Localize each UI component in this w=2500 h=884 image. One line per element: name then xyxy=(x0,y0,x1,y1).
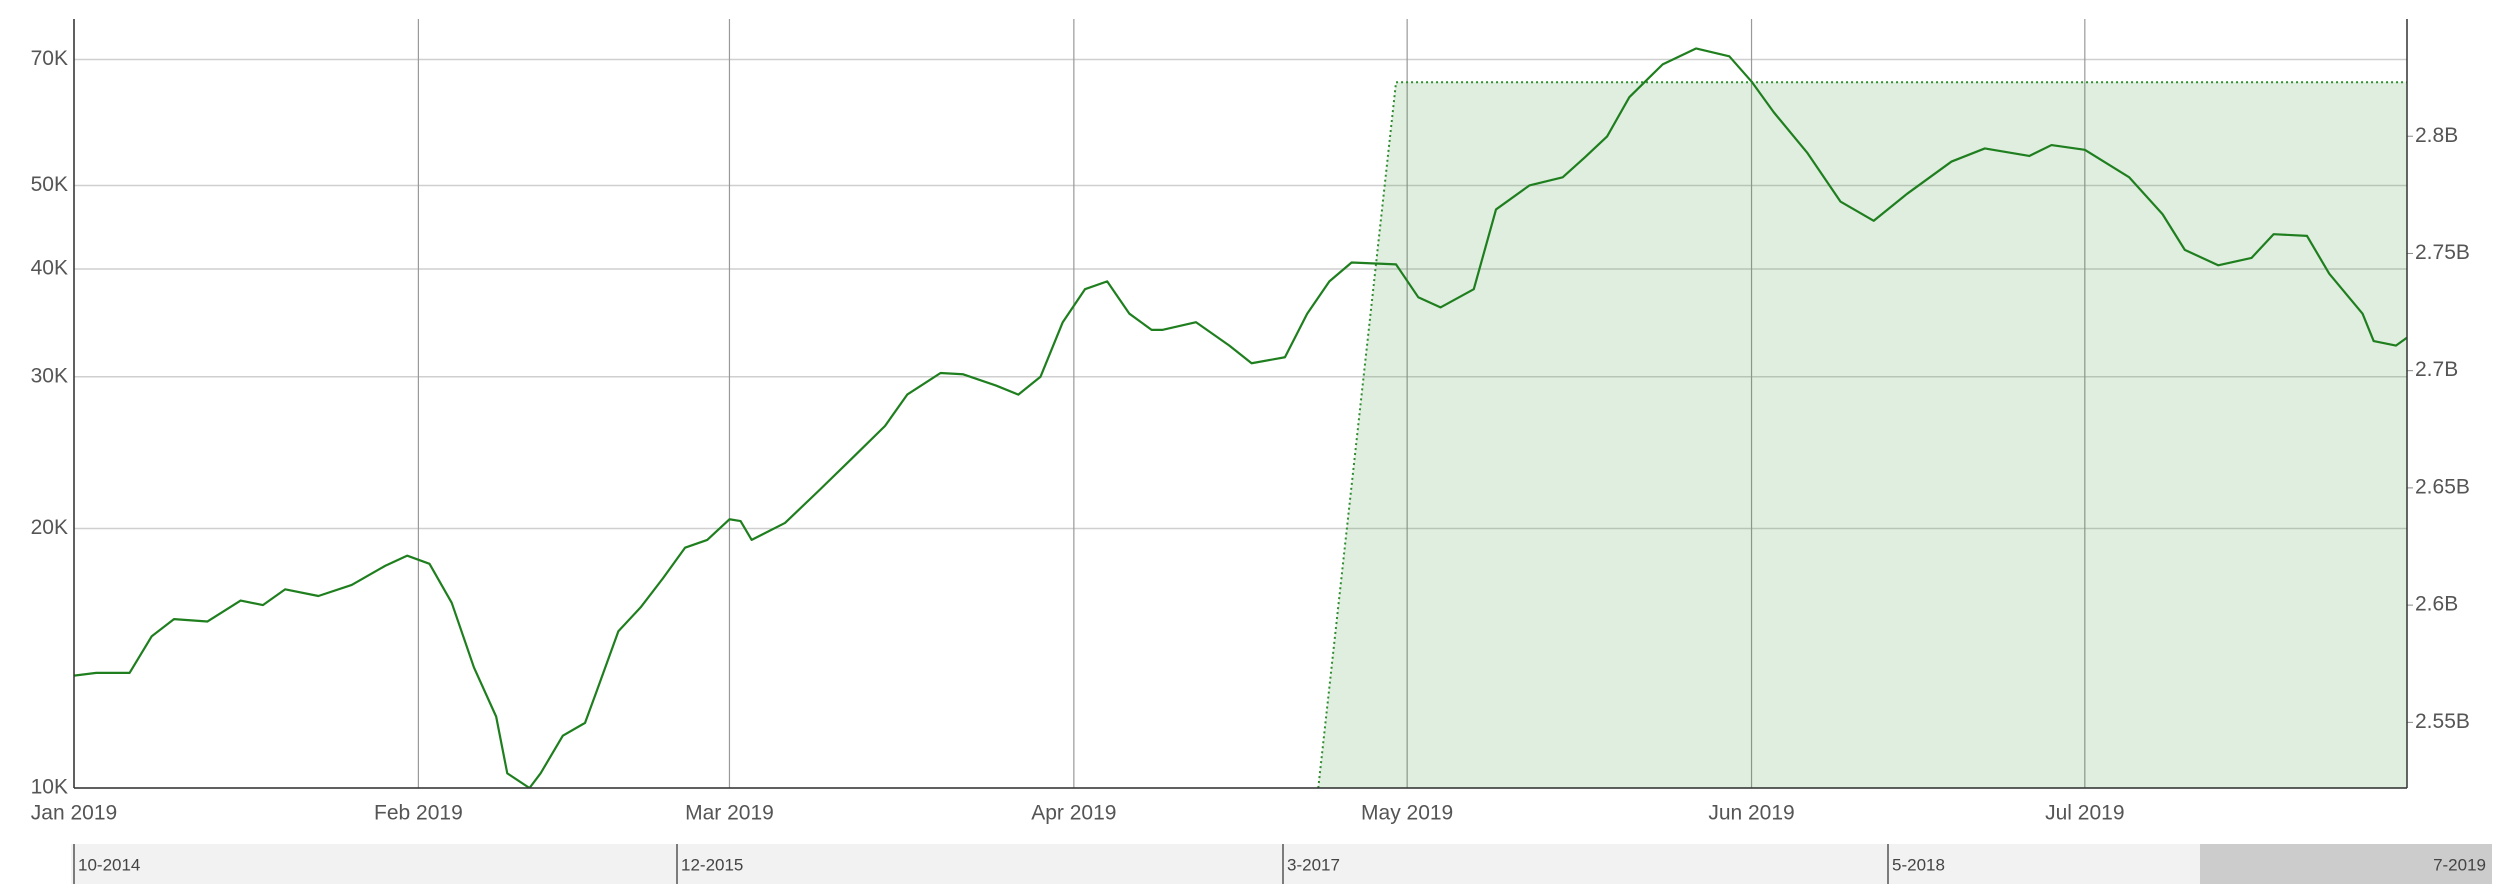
line xyxy=(74,47,2407,788)
navigator-label: 3-2017 xyxy=(1287,855,1340,874)
x-tick-label: Feb 2019 xyxy=(374,802,463,825)
y2-tick-label: 2.8B xyxy=(2415,124,2458,147)
y2-tick-label: 2.75B xyxy=(2415,241,2470,264)
x-tick-label: Apr 2019 xyxy=(1031,802,1116,825)
y-tick-label: 20K xyxy=(31,516,68,539)
y-tick-label: 50K xyxy=(31,173,68,196)
navigator-selection[interactable] xyxy=(2200,844,2492,884)
x-tick-label: Mar 2019 xyxy=(685,802,774,825)
navigator-label: 5-2018 xyxy=(1892,855,1945,874)
navigator-label: 7-2019 xyxy=(2433,855,2486,874)
x-tick-label: Jul 2019 xyxy=(2045,802,2124,825)
y-tick-label: 10K xyxy=(31,776,68,799)
y-tick-label: 30K xyxy=(31,364,68,387)
navigator-label: 12-2015 xyxy=(681,855,743,874)
y-tick-label: 70K xyxy=(31,47,68,70)
area xyxy=(1318,82,2407,788)
y2-tick-label: 2.65B xyxy=(2415,475,2470,498)
x-tick-label: May 2019 xyxy=(1361,802,1453,825)
y2-tick-label: 2.7B xyxy=(2415,358,2458,381)
x-tick-label: Jan 2019 xyxy=(31,802,117,825)
y2-tick-label: 2.55B xyxy=(2415,710,2470,733)
navigator[interactable] xyxy=(71,844,2492,884)
y-tick-label: 40K xyxy=(31,257,68,280)
navigator-label: 10-2014 xyxy=(78,855,140,874)
x-tick-label: Jun 2019 xyxy=(1708,802,1794,825)
y2-tick-label: 2.6B xyxy=(2415,593,2458,616)
area-edge xyxy=(1317,81,2407,788)
